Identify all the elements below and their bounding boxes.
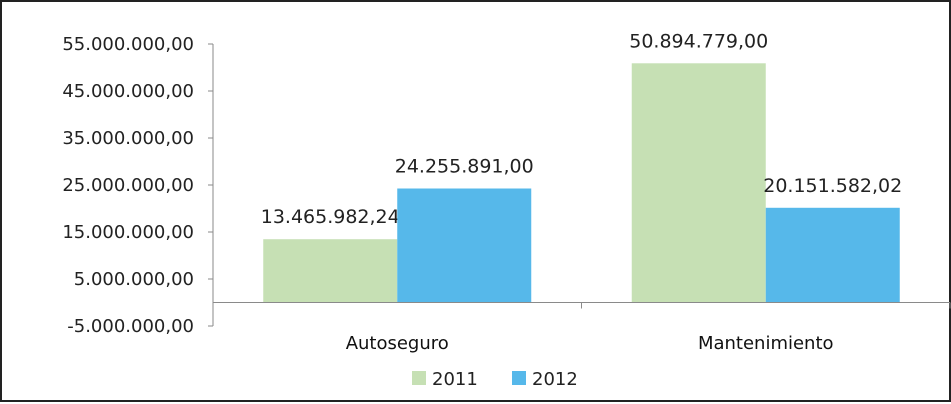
y-tick-label: -5.000.000,00 <box>67 316 194 337</box>
legend-label: 2012 <box>532 369 578 390</box>
data-label: 20.151.582,02 <box>763 175 902 197</box>
y-tick-label: 5.000.000,00 <box>74 269 194 290</box>
bar-2012-autoseguro[interactable] <box>397 188 532 303</box>
legend-swatch-2012 <box>512 371 526 385</box>
data-label: 24.255.891,00 <box>395 155 534 177</box>
legend-swatch-2011 <box>412 371 426 385</box>
y-tick-label: 15.000.000,00 <box>62 222 194 243</box>
legend-label: 2011 <box>432 369 478 390</box>
bar-2012-mantenimiento[interactable] <box>765 207 900 303</box>
category-label: Mantenimiento <box>698 333 834 354</box>
category-label: Autoseguro <box>346 333 449 354</box>
data-label: 13.465.982,24 <box>261 206 400 228</box>
data-label: 50.894.779,00 <box>629 30 768 52</box>
y-tick-label: 35.000.000,00 <box>62 128 194 149</box>
y-tick-label: 55.000.000,00 <box>62 34 194 55</box>
y-tick-label: 45.000.000,00 <box>62 81 194 102</box>
y-tick-label: 25.000.000,00 <box>62 175 194 196</box>
bar-2011-mantenimiento[interactable] <box>631 63 766 303</box>
bar-2011-autoseguro[interactable] <box>263 239 398 303</box>
